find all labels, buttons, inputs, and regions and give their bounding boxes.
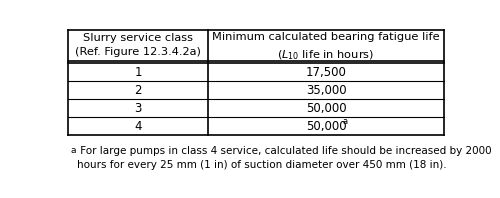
Text: 4: 4 (134, 120, 142, 133)
Text: Minimum calculated bearing fatigue life: Minimum calculated bearing fatigue life (212, 32, 440, 42)
Text: a: a (70, 146, 76, 155)
Text: Slurry service class
(Ref. Figure 12.3.4.2a): Slurry service class (Ref. Figure 12.3.4… (75, 33, 201, 57)
Text: 35,000: 35,000 (306, 84, 346, 97)
Text: $(L_{10}$ life in hours$)$: $(L_{10}$ life in hours$)$ (278, 48, 374, 62)
Text: 50,000: 50,000 (306, 102, 346, 115)
Text: 50,000: 50,000 (306, 120, 346, 133)
Text: 1: 1 (134, 66, 142, 79)
Text: 3: 3 (134, 102, 142, 115)
Text: For large pumps in class 4 service, calculated life should be increased by 2000
: For large pumps in class 4 service, calc… (77, 146, 492, 170)
Text: 17,500: 17,500 (306, 66, 346, 79)
Text: 2: 2 (134, 84, 142, 97)
Text: a: a (342, 117, 347, 126)
